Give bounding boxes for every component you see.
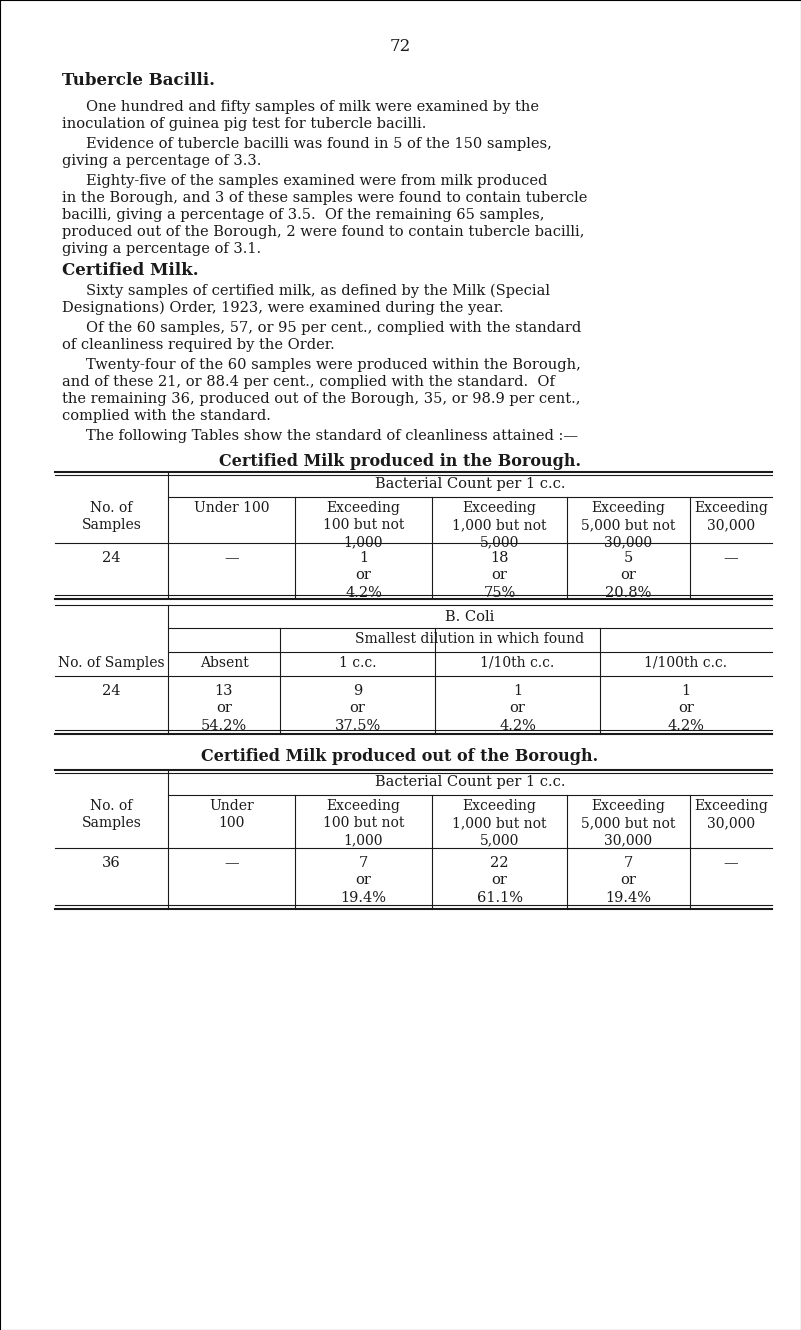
Text: complied with the standard.: complied with the standard. (62, 410, 271, 423)
Text: One hundred and fifty samples of milk were examined by the: One hundred and fifty samples of milk we… (86, 100, 539, 114)
Text: Exceeding
1,000 but not
5,000: Exceeding 1,000 but not 5,000 (453, 799, 547, 847)
Text: —: — (723, 551, 739, 565)
Text: 1/100th c.c.: 1/100th c.c. (645, 656, 727, 670)
Text: Twenty-four of the 60 samples were produced within the Borough,: Twenty-four of the 60 samples were produ… (86, 358, 581, 372)
Text: B. Coli: B. Coli (445, 610, 495, 624)
Text: Sixty samples of certified milk, as defined by the Milk (Special: Sixty samples of certified milk, as defi… (86, 285, 550, 298)
Text: Eighty-five of the samples examined were from milk produced: Eighty-five of the samples examined were… (86, 174, 547, 188)
Text: Exceeding
30,000: Exceeding 30,000 (694, 799, 768, 830)
Text: 9
or
37.5%: 9 or 37.5% (334, 684, 380, 733)
Text: Of the 60 samples, 57, or 95 per cent., complied with the standard: Of the 60 samples, 57, or 95 per cent., … (86, 321, 582, 335)
Text: No. of
Samples: No. of Samples (82, 501, 142, 532)
Text: Tubercle Bacilli.: Tubercle Bacilli. (62, 72, 215, 89)
Text: Bacterial Count per 1 c.c.: Bacterial Count per 1 c.c. (375, 775, 566, 789)
Text: 1
or
4.2%: 1 or 4.2% (667, 684, 704, 733)
Text: and of these 21, or 88.4 per cent., complied with the standard.  Of: and of these 21, or 88.4 per cent., comp… (62, 375, 555, 388)
Text: in the Borough, and 3 of these samples were found to contain tubercle: in the Borough, and 3 of these samples w… (62, 192, 587, 205)
Text: giving a percentage of 3.3.: giving a percentage of 3.3. (62, 154, 261, 168)
Text: Exceeding
30,000: Exceeding 30,000 (694, 501, 768, 532)
Text: produced out of the Borough, 2 were found to contain tubercle bacilli,: produced out of the Borough, 2 were foun… (62, 225, 585, 239)
Text: 1
or
4.2%: 1 or 4.2% (345, 551, 382, 600)
Text: 1/10th c.c.: 1/10th c.c. (481, 656, 554, 670)
Text: Exceeding
100 but not
1,000: Exceeding 100 but not 1,000 (323, 501, 405, 549)
Text: —: — (224, 857, 239, 870)
Text: 13
or
54.2%: 13 or 54.2% (201, 684, 247, 733)
Text: No. of Samples: No. of Samples (58, 656, 165, 670)
Text: Evidence of tubercle bacilli was found in 5 of the 150 samples,: Evidence of tubercle bacilli was found i… (86, 137, 552, 152)
Text: Under 100: Under 100 (194, 501, 269, 515)
Text: Exceeding
5,000 but not
30,000: Exceeding 5,000 but not 30,000 (582, 501, 676, 549)
Text: Exceeding
1,000 but not
5,000: Exceeding 1,000 but not 5,000 (453, 501, 547, 549)
Text: 7
or
19.4%: 7 or 19.4% (340, 857, 387, 904)
Text: 24: 24 (103, 551, 121, 565)
Text: Exceeding
5,000 but not
30,000: Exceeding 5,000 but not 30,000 (582, 799, 676, 847)
Text: 7
or
19.4%: 7 or 19.4% (606, 857, 651, 904)
Text: 1 c.c.: 1 c.c. (339, 656, 376, 670)
Text: 18
or
75%: 18 or 75% (483, 551, 516, 600)
Text: Certified Milk.: Certified Milk. (62, 262, 199, 279)
Text: Designations) Order, 1923, were examined during the year.: Designations) Order, 1923, were examined… (62, 301, 504, 315)
Text: —: — (723, 857, 739, 870)
Text: 72: 72 (389, 39, 411, 55)
Text: Certified Milk produced out of the Borough.: Certified Milk produced out of the Borou… (201, 747, 598, 765)
Text: No. of
Samples: No. of Samples (82, 799, 142, 830)
Text: 24: 24 (103, 684, 121, 698)
Text: 1
or
4.2%: 1 or 4.2% (499, 684, 536, 733)
Text: Exceeding
100 but not
1,000: Exceeding 100 but not 1,000 (323, 799, 405, 847)
Text: of cleanliness required by the Order.: of cleanliness required by the Order. (62, 338, 335, 352)
Text: Absent: Absent (199, 656, 248, 670)
Text: Smallest dilution in which found: Smallest dilution in which found (356, 632, 585, 646)
Text: inoculation of guinea pig test for tubercle bacilli.: inoculation of guinea pig test for tuber… (62, 117, 426, 130)
Text: The following Tables show the standard of cleanliness attained :—: The following Tables show the standard o… (86, 430, 578, 443)
Text: Certified Milk produced in the Borough.: Certified Milk produced in the Borough. (219, 454, 581, 469)
Text: —: — (224, 551, 239, 565)
Text: 5
or
20.8%: 5 or 20.8% (606, 551, 652, 600)
Text: Bacterial Count per 1 c.c.: Bacterial Count per 1 c.c. (375, 477, 566, 491)
Text: 36: 36 (102, 857, 121, 870)
Text: giving a percentage of 3.1.: giving a percentage of 3.1. (62, 242, 261, 255)
Text: bacilli, giving a percentage of 3.5.  Of the remaining 65 samples,: bacilli, giving a percentage of 3.5. Of … (62, 207, 545, 222)
Text: 22
or
61.1%: 22 or 61.1% (477, 857, 522, 904)
Text: the remaining 36, produced out of the Borough, 35, or 98.9 per cent.,: the remaining 36, produced out of the Bo… (62, 392, 581, 406)
Text: Under
100: Under 100 (209, 799, 254, 830)
